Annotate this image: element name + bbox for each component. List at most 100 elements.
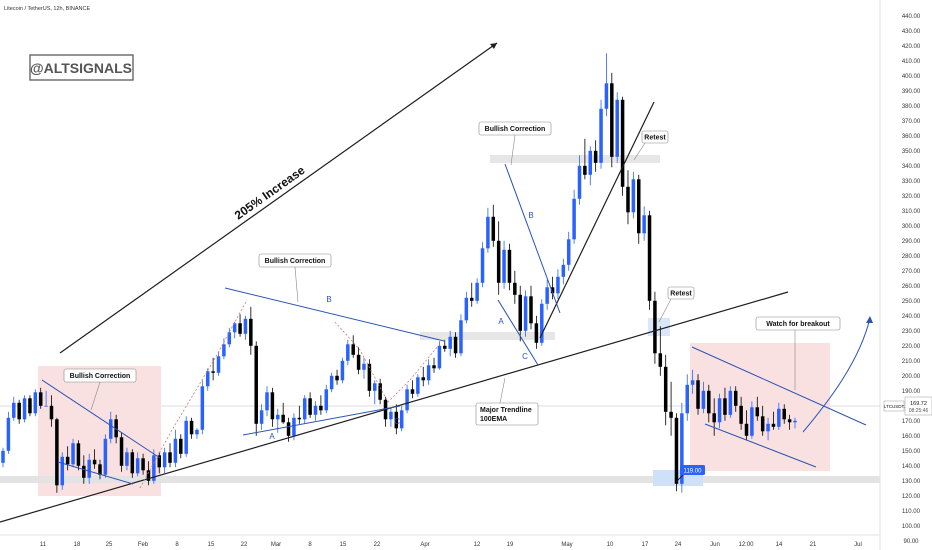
price-tick-label: 100.00	[902, 524, 921, 530]
candle	[469, 282, 474, 307]
candle	[496, 221, 501, 295]
candle-body	[696, 380, 700, 409]
candle	[475, 278, 479, 304]
candle-body	[125, 452, 129, 466]
price-tick-label: 90.00	[903, 539, 919, 545]
candle	[302, 395, 307, 424]
candle	[464, 291, 469, 324]
callout-breakout: Watch for breakout	[755, 316, 841, 390]
candle	[33, 389, 38, 417]
candle	[750, 401, 754, 439]
wave-label-a2: A	[498, 317, 504, 326]
candle-body	[475, 282, 479, 301]
candle	[152, 449, 156, 484]
candle-body	[92, 459, 97, 465]
candle	[685, 374, 689, 421]
candle	[281, 402, 285, 424]
price-tick-label: 150.00	[902, 449, 921, 455]
candle	[179, 434, 183, 459]
candle	[534, 315, 539, 349]
candle	[205, 368, 210, 391]
candle-body	[561, 264, 566, 277]
candle	[631, 171, 636, 219]
candle	[399, 405, 404, 432]
candle-body	[777, 408, 781, 427]
candle-body	[340, 360, 345, 381]
candle-body	[685, 384, 689, 414]
candle	[76, 440, 81, 471]
candle-body	[518, 294, 522, 331]
time-tick-label: 21	[810, 542, 817, 548]
price-tick-label: 400.00	[902, 74, 921, 80]
candle	[707, 384, 711, 423]
candle	[680, 402, 684, 493]
candle	[663, 354, 668, 426]
candle-body	[480, 248, 485, 283]
candle-body	[162, 452, 167, 468]
candle	[98, 459, 102, 480]
price-axis[interactable]: 90.00 100.00 110.00 120.00 130.00 140.00 150.0…	[902, 14, 921, 545]
price-tick-label: 230.00	[902, 329, 921, 335]
candle-body	[405, 389, 409, 411]
candle	[766, 417, 770, 441]
candle	[1, 447, 5, 468]
candle	[674, 413, 679, 492]
candle	[642, 206, 646, 241]
candle-body	[728, 390, 733, 415]
time-tick-label: Mar	[271, 542, 281, 548]
candle-body	[658, 353, 663, 367]
candle-body	[491, 216, 496, 241]
time-axis[interactable]: 11 18 25 Feb 8 15 22 Mar 8 15 22 Apr 12 19 May 10 17 24 Ju…	[40, 542, 862, 548]
candle-body	[324, 389, 329, 411]
candle-body	[71, 443, 75, 465]
candle-body	[135, 458, 140, 474]
candle-body	[588, 150, 593, 175]
candle	[356, 347, 361, 375]
candle-body	[329, 375, 334, 390]
candle-body	[744, 423, 749, 436]
candle-body	[378, 383, 382, 400]
accumulation-zone-right	[690, 343, 830, 471]
price-tick-label: 320.00	[902, 194, 921, 200]
candle-body	[459, 320, 463, 354]
watermark-badge: @ALTSIGNALS	[29, 54, 134, 81]
price-tick-label: 270.00	[902, 269, 921, 275]
time-tick-label: 10	[607, 542, 614, 548]
candle	[28, 395, 32, 417]
candle	[49, 395, 54, 427]
candle-body	[130, 452, 135, 474]
candle-body	[238, 323, 242, 334]
candle	[103, 434, 108, 478]
candle	[249, 306, 253, 355]
callout-retest-1: Retest	[633, 130, 669, 161]
candle-body	[577, 165, 582, 199]
time-tick-label: 22	[241, 542, 248, 548]
candle	[270, 387, 275, 427]
candle	[739, 396, 743, 430]
price-tick-label: 190.00	[902, 389, 921, 395]
price-tick-label: 420.00	[902, 44, 921, 50]
wave-label-c1: C	[394, 417, 400, 426]
candle	[12, 396, 16, 421]
candle-body	[33, 392, 38, 414]
candle-body	[168, 452, 172, 463]
price-tick-label: 210.00	[902, 359, 921, 365]
candle	[550, 276, 555, 300]
candle	[313, 401, 318, 421]
price-tick-label: 280.00	[902, 254, 921, 260]
candle	[626, 170, 630, 225]
candle-body	[195, 429, 199, 435]
time-tick-label: Jul	[854, 542, 862, 548]
wedge-top-2	[224, 287, 445, 342]
support-price-text: 119.00	[684, 469, 703, 475]
time-tick-label: 8	[308, 542, 312, 548]
candle	[556, 269, 560, 300]
price-tick-label: 170.00	[902, 419, 921, 425]
price-tick-label: 300.00	[902, 224, 921, 230]
callout-text: Bullish Correction	[485, 126, 546, 133]
last-price-symbol: LTCUSDT	[884, 404, 905, 409]
candle	[620, 96, 625, 196]
candle-body	[464, 297, 469, 321]
